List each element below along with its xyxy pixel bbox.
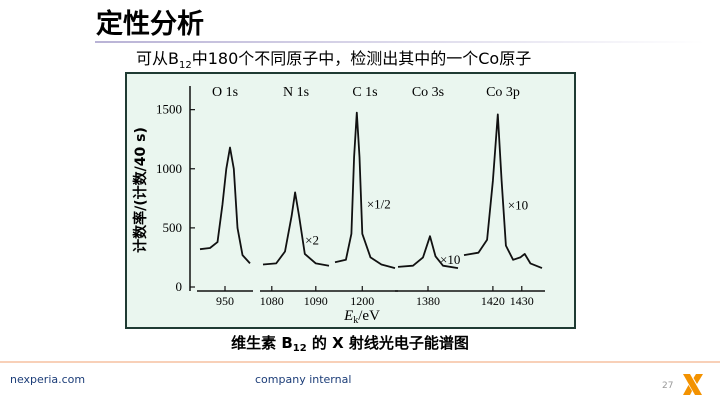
spectrum-line xyxy=(397,235,459,269)
x-label-part: /eV xyxy=(358,308,380,324)
spectrum-line xyxy=(199,146,251,265)
footer-classification: company internal xyxy=(255,373,351,386)
panel-label: Co 3s xyxy=(412,85,444,100)
spectrum-line xyxy=(262,191,330,267)
x-tick-label: 1200 xyxy=(350,294,374,308)
panel-label: C 1s xyxy=(352,85,377,100)
figure-caption: 维生素 B12 的 X 射线光电子能谱图 xyxy=(231,334,469,354)
x-tick-label: 1380 xyxy=(416,294,440,308)
x-axis-label: Ek/eV xyxy=(343,308,380,326)
scale-annotation: ×10 xyxy=(440,252,460,267)
x-tick-label: 1430 xyxy=(510,294,534,308)
y-axis-label: 计数率/(计数/40 s) xyxy=(132,127,149,253)
footer-site: nexperia.com xyxy=(10,373,85,386)
y-tick-label: 500 xyxy=(163,220,183,235)
x-tick-label: 1420 xyxy=(481,294,505,308)
caption-part: 维生素 B xyxy=(231,334,293,352)
x-tick-label: 950 xyxy=(216,294,234,308)
y-tick-label: 0 xyxy=(176,279,183,294)
subtitle-text: 可从B xyxy=(136,49,179,68)
logo xyxy=(683,374,703,395)
scale-annotation: ×2 xyxy=(305,232,319,247)
page-number: 27 xyxy=(662,381,673,391)
subtitle-sub: 12 xyxy=(179,60,192,71)
title-rule xyxy=(95,41,705,43)
x-label-part: E xyxy=(343,308,353,324)
slide-title: 定性分析 xyxy=(96,8,204,40)
caption-part: 12 xyxy=(293,343,307,354)
subtitle: 可从B12中180个不同原子中，检测出其中的一个Co原子 xyxy=(136,49,531,71)
panel-label: N 1s xyxy=(283,85,309,100)
caption-part: 的 X 射线光电子能谱图 xyxy=(307,334,469,352)
panel-label: O 1s xyxy=(212,85,238,100)
y-tick-label: 1000 xyxy=(156,161,182,176)
subtitle-text: 中180个不同原子中，检测出其中的一个Co原子 xyxy=(192,49,532,68)
x-tick-label: 1080 xyxy=(260,294,284,308)
scale-annotation: ×10 xyxy=(508,197,528,212)
x-tick-label: 1090 xyxy=(304,294,328,308)
spectrum-line xyxy=(334,111,396,269)
scale-annotation: ×1/2 xyxy=(367,197,391,212)
x-label-part: k xyxy=(353,315,358,326)
spectrum-line xyxy=(463,113,543,269)
y-tick-label: 1500 xyxy=(156,102,182,117)
panel-label: Co 3p xyxy=(486,85,520,100)
figure-frame xyxy=(125,72,576,329)
